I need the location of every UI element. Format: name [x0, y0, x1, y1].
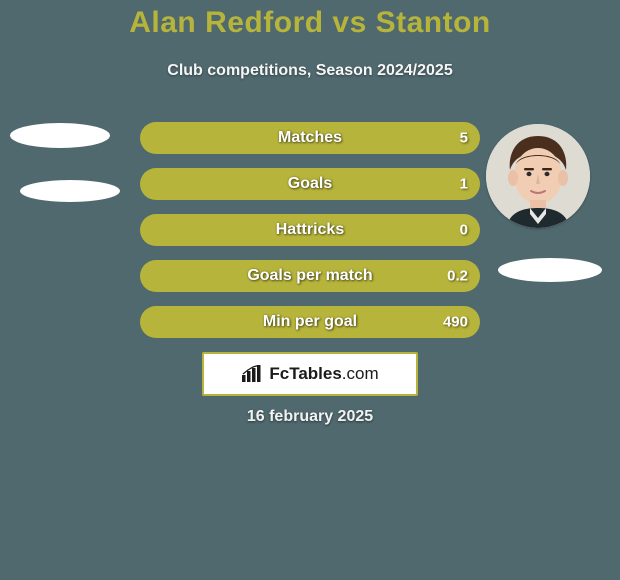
bar-chart-icon [241, 365, 263, 383]
stat-bar: Min per goal490 [140, 306, 480, 338]
stat-value-right: 490 [443, 314, 468, 331]
stats-bars: Matches5 Goals1 Hattricks0 Goals per match0… [140, 122, 480, 352]
brand-name: FcTables [269, 364, 341, 383]
stat-bar-fill-right [140, 260, 480, 292]
stat-value-right: 0.2 [447, 268, 468, 285]
avatar [486, 124, 590, 228]
stat-bar-fill-right [140, 306, 480, 338]
brand-box[interactable]: FcTables.com [202, 352, 418, 396]
left-player-placeholder-2 [20, 180, 120, 202]
stat-bar-fill-right [140, 122, 480, 154]
stat-bar-fill-right [140, 168, 480, 200]
brand-text: FcTables.com [269, 364, 378, 384]
page-title: Alan Redford vs Stanton [0, 6, 620, 40]
avatar-image [486, 124, 590, 228]
stat-bar: Matches5 [140, 122, 480, 154]
stat-value-right: 5 [460, 130, 468, 147]
right-player-placeholder [498, 258, 602, 282]
stat-bar: Goals per match0.2 [140, 260, 480, 292]
stat-bar-fill-right [140, 214, 480, 246]
brand-tld: .com [342, 364, 379, 383]
footer-date: 16 february 2025 [0, 408, 620, 426]
stat-value-right: 1 [460, 176, 468, 193]
stat-bar: Hattricks0 [140, 214, 480, 246]
page-subtitle: Club competitions, Season 2024/2025 [0, 62, 620, 80]
left-player-placeholder-1 [10, 123, 110, 148]
stat-value-right: 0 [460, 222, 468, 239]
stat-bar: Goals1 [140, 168, 480, 200]
